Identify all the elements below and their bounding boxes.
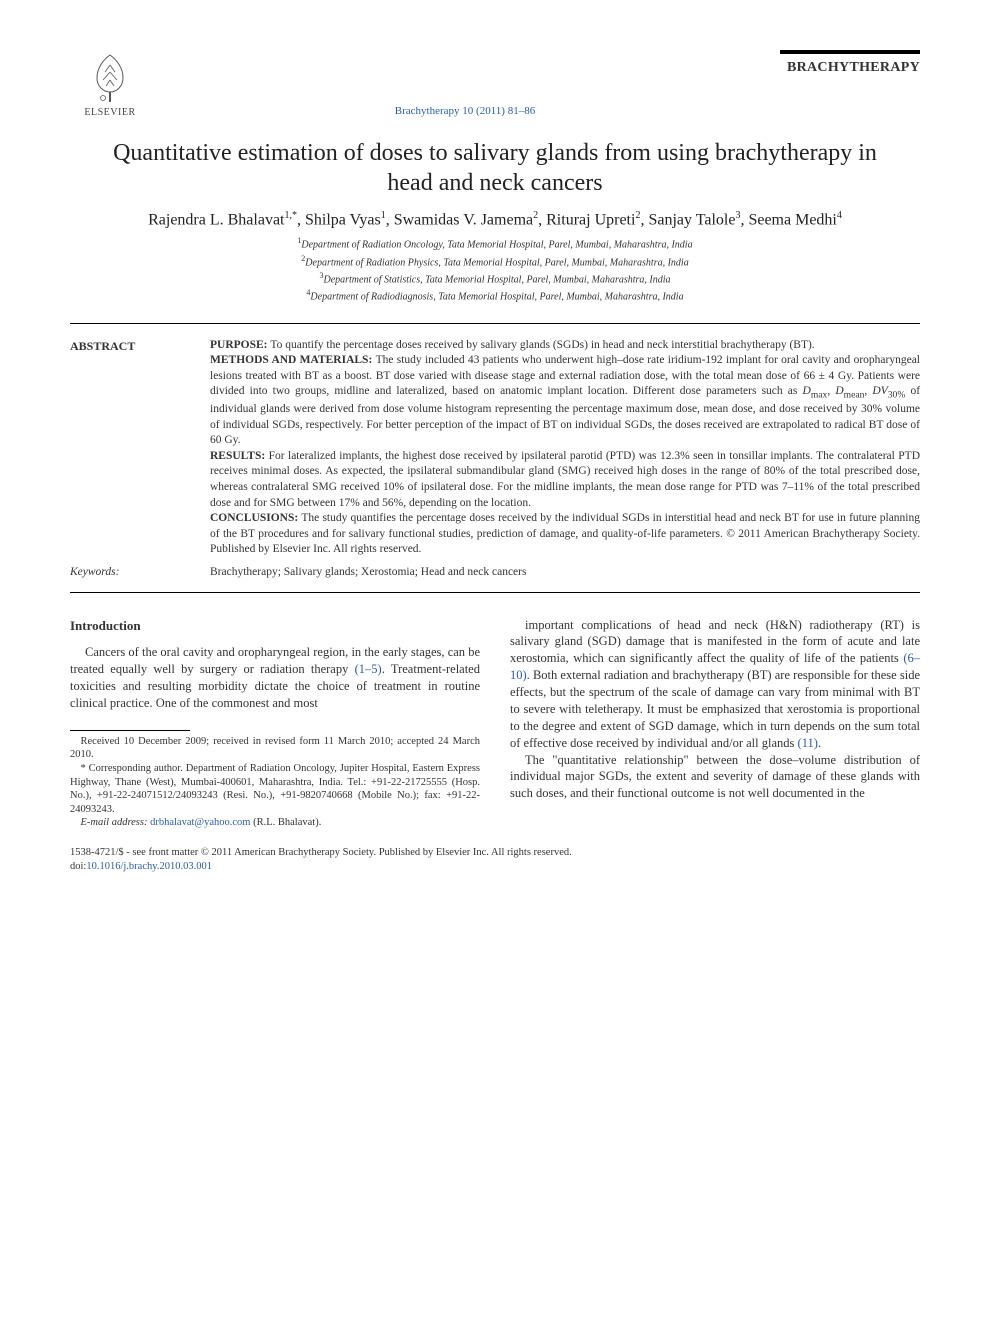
footnote-received: Received 10 December 2009; received in r…: [70, 735, 480, 762]
journal-logo-rule: [780, 50, 920, 54]
ref-link-1-5[interactable]: (1–5): [355, 662, 382, 676]
page-footer: 1538-4721/$ - see front matter © 2011 Am…: [70, 846, 920, 873]
footnotes: Received 10 December 2009; received in r…: [70, 735, 480, 830]
journal-logo-block: BRACHYTHERAPY: [780, 50, 920, 76]
rule-bottom: [70, 592, 920, 593]
intro-p2: important complications of head and neck…: [510, 617, 920, 752]
affiliations: 1Department of Radiation Oncology, Tata …: [70, 235, 920, 304]
copyright-line: 1538-4721/$ - see front matter © 2011 Am…: [70, 846, 920, 860]
intro-heading: Introduction: [70, 617, 480, 635]
ref-link-11[interactable]: (11): [798, 736, 818, 750]
abstract-text: PURPOSE: To quantify the percentage dose…: [210, 338, 920, 558]
publisher-block: ELSEVIER: [70, 50, 150, 118]
column-left: Introduction Cancers of the oral cavity …: [70, 617, 480, 831]
email-label: E-mail address:: [81, 817, 148, 828]
intro-p1: Cancers of the oral cavity and oropharyn…: [70, 644, 480, 712]
doi-link[interactable]: 10.1016/j.brachy.2010.03.001: [86, 861, 212, 872]
doi-label: doi:: [70, 861, 86, 872]
authors-line: Rajendra L. Bhalavat1,*, Shilpa Vyas1, S…: [70, 210, 920, 229]
keywords-label: Keywords:: [70, 566, 180, 578]
publisher-name: ELSEVIER: [84, 107, 135, 118]
intro-p3: The "quantitative relationship" between …: [510, 752, 920, 803]
keywords-text: Brachytherapy; Salivary glands; Xerostom…: [210, 566, 920, 578]
journal-ref-link[interactable]: Brachytherapy 10 (2011) 81–86: [395, 105, 535, 117]
footnote-corresponding: * Corresponding author. Department of Ra…: [70, 762, 480, 817]
intro-p2a: important complications of head and neck…: [510, 618, 920, 666]
article-title: Quantitative estimation of doses to sali…: [110, 138, 880, 198]
abstract-label: ABSTRACT: [70, 338, 180, 558]
column-right: important complications of head and neck…: [510, 617, 920, 831]
footnote-email-line: E-mail address: drbhalavat@yahoo.com (R.…: [70, 816, 480, 830]
abstract-block: ABSTRACT PURPOSE: To quantify the percen…: [70, 338, 920, 558]
rule-top: [70, 323, 920, 324]
intro-p2c: .: [818, 736, 821, 750]
email-link[interactable]: drbhalavat@yahoo.com: [150, 817, 250, 828]
email-suffix: (R.L. Bhalavat).: [250, 817, 321, 828]
body-columns: Introduction Cancers of the oral cavity …: [70, 617, 920, 831]
journal-logo-text: BRACHYTHERAPY: [780, 60, 920, 76]
intro-p2b: . Both external radiation and brachyther…: [510, 668, 920, 750]
journal-reference: Brachytherapy 10 (2011) 81–86: [150, 105, 780, 117]
elsevier-tree-icon: [85, 50, 135, 105]
doi-line: doi:10.1016/j.brachy.2010.03.001: [70, 860, 920, 874]
keywords-row: Keywords: Brachytherapy; Salivary glands…: [70, 566, 920, 578]
footnote-rule: [70, 730, 190, 731]
page-header: ELSEVIER Brachytherapy 10 (2011) 81–86 B…: [70, 50, 920, 118]
